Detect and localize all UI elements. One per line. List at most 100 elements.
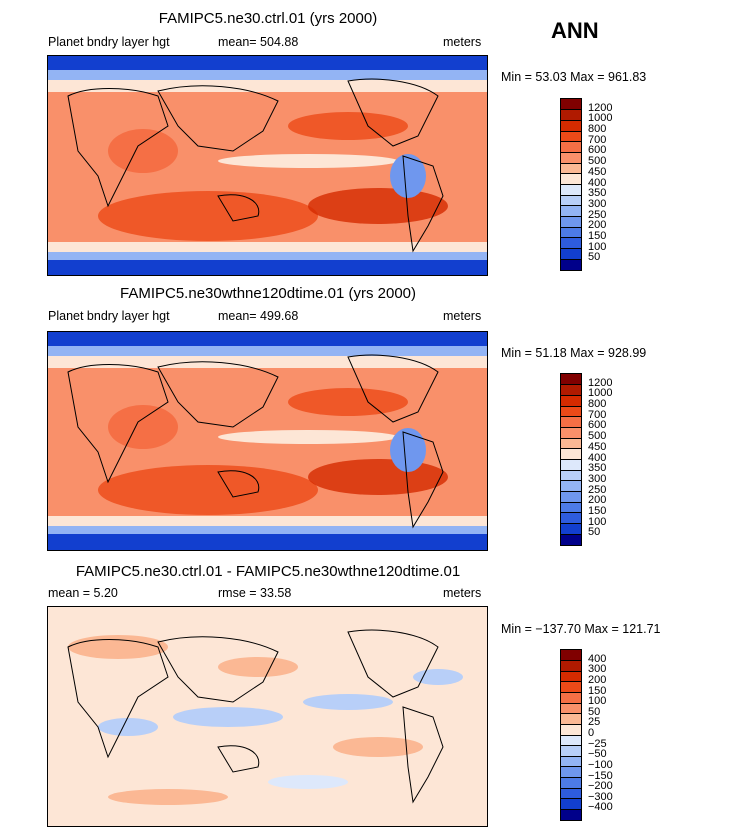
colorbar-tick-label: 250 [588,483,607,496]
colorbar-tick-label: 800 [588,398,607,411]
panel-2-variable-label: Planet bndry layer hgt [48,309,170,323]
colorbar-tick-label: 100 [588,695,607,708]
colorbar-tick-label: −400 [588,801,613,814]
colorbar-swatch [561,195,581,206]
colorbar-swatch [561,416,581,428]
panel-1-title: FAMIPC5.ne30.ctrl.01 (yrs 2000) [158,10,378,27]
colorbar-swatch [561,470,581,481]
colorbar-tick-label: 150 [588,229,607,242]
colorbar-swatch [561,660,581,672]
colorbar-separator [561,216,581,218]
colorbar-separator [561,194,581,196]
colorbar-tick-label: 300 [588,197,607,210]
colorbar-tick-label: 400 [588,652,607,665]
panel-2-colorbar [560,373,582,546]
colorbar-separator [561,205,581,207]
panel-1-map [47,55,488,276]
panel-3-map-svg [48,607,487,826]
panel-2-units-label: meters [443,309,482,323]
colorbar-separator [561,394,581,396]
colorbar-swatch [561,491,581,503]
colorbar-swatch [561,512,581,524]
colorbar-swatch [561,703,581,714]
colorbar-tick-label: −300 [588,790,613,803]
colorbar-separator [561,523,581,525]
colorbar-swatch [561,713,581,725]
colorbar-separator [561,723,581,725]
colorbar-tick-label: 50 [588,526,601,539]
colorbar-swatch [561,227,581,238]
colorbar-separator [561,692,581,693]
colorbar-separator [561,248,581,250]
colorbar-tick-label: 25 [588,716,601,729]
colorbar-separator [561,745,581,747]
colorbar-tick-label: 300 [588,663,607,676]
colorbar-separator [561,448,581,450]
colorbar-swatch [561,809,581,820]
colorbar-tick-label: 450 [588,440,607,453]
colorbar-separator [561,426,581,428]
colorbar-tick-label: 1000 [588,112,613,125]
colorbar-swatch [561,448,581,460]
colorbar-separator [561,459,581,460]
colorbar-separator [561,702,581,704]
colorbar-swatch [561,216,581,228]
colorbar-swatch [561,259,581,270]
colorbar-swatch [561,777,581,789]
colorbar-swatch [561,237,581,249]
panel-3-mean-label: mean = 5.20 [48,586,118,600]
colorbar-separator [561,109,581,111]
colorbar-swatch [561,438,581,449]
colorbar-swatch [561,109,581,121]
colorbar-tick-label: 400 [588,176,607,189]
colorbar-separator [561,491,581,493]
colorbar-tick-label: 500 [588,430,607,443]
colorbar-separator [561,501,581,503]
colorbar-tick-label: 100 [588,515,607,528]
season-label: ANN [551,18,599,43]
colorbar-swatch [561,756,581,767]
colorbar-swatch [561,395,581,407]
colorbar-separator [561,162,581,164]
colorbar-separator [561,670,581,672]
colorbar-tick-label: 600 [588,144,607,157]
colorbar-separator [561,226,581,228]
colorbar-separator [561,173,581,175]
colorbar-separator [561,151,581,153]
colorbar-tick-label: −25 [588,737,607,750]
colorbar-tick-label: −100 [588,758,613,771]
colorbar-tick-label: 150 [588,684,607,697]
colorbar-tick-label: −50 [588,748,607,761]
colorbar-separator [561,119,581,121]
colorbar-swatch [561,745,581,757]
panel-2-minmax: Min = 51.18 Max = 928.99 [501,346,647,360]
colorbar-swatch [561,534,581,545]
colorbar-tick-label: 150 [588,504,607,517]
colorbar-separator [561,480,581,482]
colorbar-tick-label: 1200 [588,376,613,389]
colorbar-separator [561,660,581,662]
colorbar-tick-label: 100 [588,240,607,253]
colorbar-separator [561,416,581,418]
colorbar-tick-label: 50 [588,251,601,264]
colorbar-swatch [561,248,581,260]
panel-3-title: FAMIPC5.ne30.ctrl.01 - FAMIPC5.ne30wthne… [75,563,461,580]
panel-1-map-svg [48,56,487,275]
panel-3-rmse-label: rmse = 33.58 [218,586,292,600]
colorbar-separator [561,437,581,439]
colorbar-separator [561,405,581,407]
colorbar-tick-label: 700 [588,408,607,421]
colorbar-tick-label: −200 [588,780,613,793]
colorbar-tick-label: 300 [588,472,607,485]
panel-2-title: FAMIPC5.ne30wthne120dtime.01 (yrs 2000) [120,285,416,302]
colorbar-swatch [561,131,581,142]
panel-1-variable-label: Planet bndry layer hgt [48,35,170,49]
colorbar-swatch [561,205,581,217]
colorbar-swatch [561,184,581,196]
colorbar-separator [561,755,581,757]
colorbar-separator [561,258,581,260]
colorbar-swatch [561,173,581,185]
colorbar-tick-label: 1200 [588,101,613,114]
colorbar-swatch [561,384,581,396]
colorbar-swatch [561,724,581,735]
